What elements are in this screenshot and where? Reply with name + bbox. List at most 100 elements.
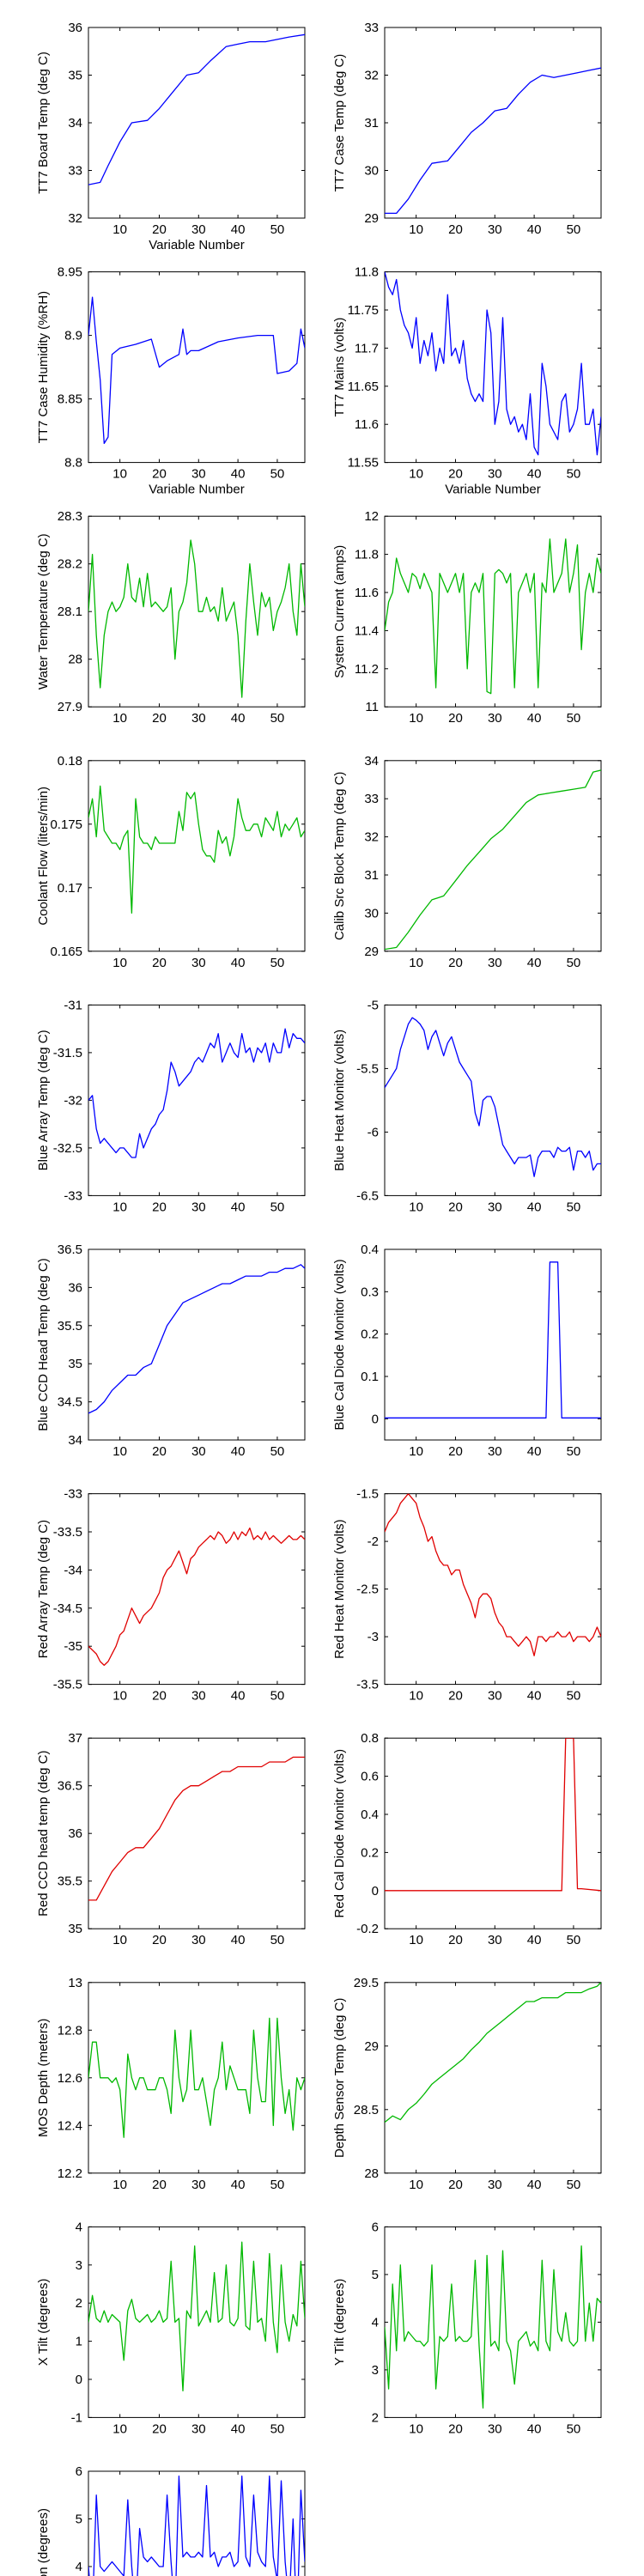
x-tick-label: 50 xyxy=(567,1444,581,1459)
x-tick-label: 20 xyxy=(152,711,167,726)
y-tick-label: 11.55 xyxy=(348,456,379,471)
y-tick-label: 29.5 xyxy=(354,1976,379,1990)
x-tick-label: 50 xyxy=(270,1444,285,1459)
chart-panel-12: 10 20 30 40 50 0 0.1 0.2 0.3 0.4 Blue Cal Diode Mo… xyxy=(332,1242,602,1459)
x-tick-label: 10 xyxy=(409,2178,423,2192)
plot-frame xyxy=(384,1493,602,1686)
series-line xyxy=(385,538,601,695)
x-tick-label: 10 xyxy=(409,1933,423,1947)
x-tick-label: 10 xyxy=(112,956,127,970)
x-tick-label: 20 xyxy=(448,1689,463,1704)
y-tick-label: 8.8 xyxy=(64,456,82,471)
x-tick-label: 10 xyxy=(112,1933,127,1947)
plot-frame xyxy=(88,1737,306,1929)
x-tick-label: 30 xyxy=(488,222,502,237)
y-tick-label: 30 xyxy=(364,906,379,920)
y-tick-label: 0.4 xyxy=(361,1242,379,1257)
y-tick-label: 11.8 xyxy=(355,548,379,562)
y-tick-label: 0 xyxy=(372,1884,379,1899)
y-tick-label: 11 xyxy=(365,700,379,714)
x-tick-label: 30 xyxy=(488,467,502,482)
y-tick-label: 32 xyxy=(364,830,379,845)
x-tick-label: 10 xyxy=(409,711,423,726)
x-tick-label: 40 xyxy=(231,2178,246,2192)
plot-frame xyxy=(88,27,306,219)
y-tick-label: 0.4 xyxy=(361,1807,379,1822)
x-tick-label: 50 xyxy=(567,2421,581,2436)
y-tick-label: 11.4 xyxy=(355,623,379,638)
y-tick-label: 12.2 xyxy=(58,2166,82,2181)
y-tick-label: 34 xyxy=(68,1433,82,1448)
y-tick-label: 34.5 xyxy=(58,1395,82,1410)
y-tick-label: 12.8 xyxy=(58,2023,82,2038)
x-tick-label: 50 xyxy=(270,711,285,726)
x-tick-label: 20 xyxy=(448,711,463,726)
y-tick-label: 33 xyxy=(364,21,379,35)
x-tick-label: 30 xyxy=(191,1200,206,1214)
x-tick-label: 30 xyxy=(191,1689,206,1704)
x-tick-label: 50 xyxy=(270,2421,285,2436)
y-tick-label: -33 xyxy=(64,1487,82,1502)
chart-panel-13: 10 20 30 40 50 -35.5 -35 -34.5 -34 -33.5 -33 Red Ar… xyxy=(36,1487,306,1704)
y-tick-label: 12 xyxy=(364,509,379,524)
y-tick-label: 11.6 xyxy=(355,586,379,600)
y-tick-label: 35.5 xyxy=(58,1874,82,1889)
y-tick-label: -1.5 xyxy=(356,1487,379,1502)
x-tick-label: 20 xyxy=(448,2178,463,2192)
chart-panel-7: 10 20 30 40 50 0.165 0.17 0.175 0.18 Coolant Flow… xyxy=(36,754,306,970)
y-tick-label: -3.5 xyxy=(356,1678,379,1692)
series-line xyxy=(88,2475,305,2576)
x-tick-label: 50 xyxy=(567,711,581,726)
x-axis-label: Variable Number xyxy=(149,483,244,497)
series-line xyxy=(88,296,305,445)
y-tick-label: 4 xyxy=(76,2560,82,2574)
y-tick-label: 0.6 xyxy=(361,1770,379,1784)
y-tick-label: 0 xyxy=(372,1412,379,1426)
x-tick-label: 30 xyxy=(488,1200,502,1214)
y-tick-label: 28.3 xyxy=(58,509,82,524)
y-tick-label: -31.5 xyxy=(53,1046,82,1060)
y-tick-label: 28 xyxy=(68,653,82,667)
x-tick-label: 40 xyxy=(231,1444,246,1459)
y-axis-label: TT7 Case Temp (deg C) xyxy=(332,54,347,192)
x-tick-label: 50 xyxy=(567,1933,581,1947)
chart-panel-4: 10 20 30 40 50 11.55 11.6 11.65 11.7 11.75 11.8 TT7… xyxy=(332,265,602,497)
x-tick-label: 20 xyxy=(152,1933,167,1947)
plot-frame xyxy=(88,2470,306,2576)
y-tick-label: 36.5 xyxy=(58,1242,82,1257)
x-tick-label: 10 xyxy=(112,711,127,726)
plot-frame xyxy=(384,515,602,708)
series-line xyxy=(385,271,601,456)
series-line xyxy=(385,2245,601,2409)
x-tick-label: 10 xyxy=(409,2421,423,2436)
chart-panel-1: 10 20 30 40 50 32 33 34 35 36 TT7 Board Temp (deg … xyxy=(36,21,306,252)
x-tick-label: 40 xyxy=(231,467,246,482)
plot-frame xyxy=(88,1982,306,2174)
x-tick-label: 40 xyxy=(231,2421,246,2436)
series-line xyxy=(88,2017,305,2138)
y-tick-label: 8.9 xyxy=(64,329,82,343)
x-tick-label: 10 xyxy=(112,467,127,482)
y-tick-label: 3 xyxy=(372,2363,379,2378)
x-tick-label: 30 xyxy=(488,2421,502,2436)
y-tick-label: 0.2 xyxy=(361,1327,379,1342)
plot-frame xyxy=(384,1737,602,1929)
y-tick-label: -2.5 xyxy=(356,1583,379,1597)
plot-frame xyxy=(88,1493,306,1686)
plot-frame xyxy=(384,2226,602,2418)
y-tick-label: 0.2 xyxy=(361,1845,379,1860)
y-tick-label: 8.85 xyxy=(58,392,82,407)
y-tick-label: 28.5 xyxy=(354,2103,379,2117)
x-tick-label: 40 xyxy=(231,956,246,970)
chart-panel-16: 10 20 30 40 50 -0.2 0 0.2 0.4 0.6 0.8 Red Cal Diode… xyxy=(332,1731,602,1947)
x-tick-label: 50 xyxy=(270,1933,285,1947)
x-tick-label: 30 xyxy=(191,2178,206,2192)
y-tick-label: 35 xyxy=(68,69,82,83)
chart-panel-21: 102030405023456Inclination (degrees)Vari… xyxy=(36,2464,306,2576)
x-tick-label: 30 xyxy=(488,956,502,970)
x-tick-label: 40 xyxy=(527,1444,542,1459)
x-tick-label: 10 xyxy=(112,1689,127,1704)
x-tick-label: 40 xyxy=(527,711,542,726)
chart-panel-3: 10 20 30 40 50 8.8 8.85 8.9 8.95 TT7 Case Humidit… xyxy=(36,265,306,497)
chart-panel-9: 10 20 30 40 50 -33 -32.5 -32 -31.5 -31 Blue Array … xyxy=(36,998,306,1214)
